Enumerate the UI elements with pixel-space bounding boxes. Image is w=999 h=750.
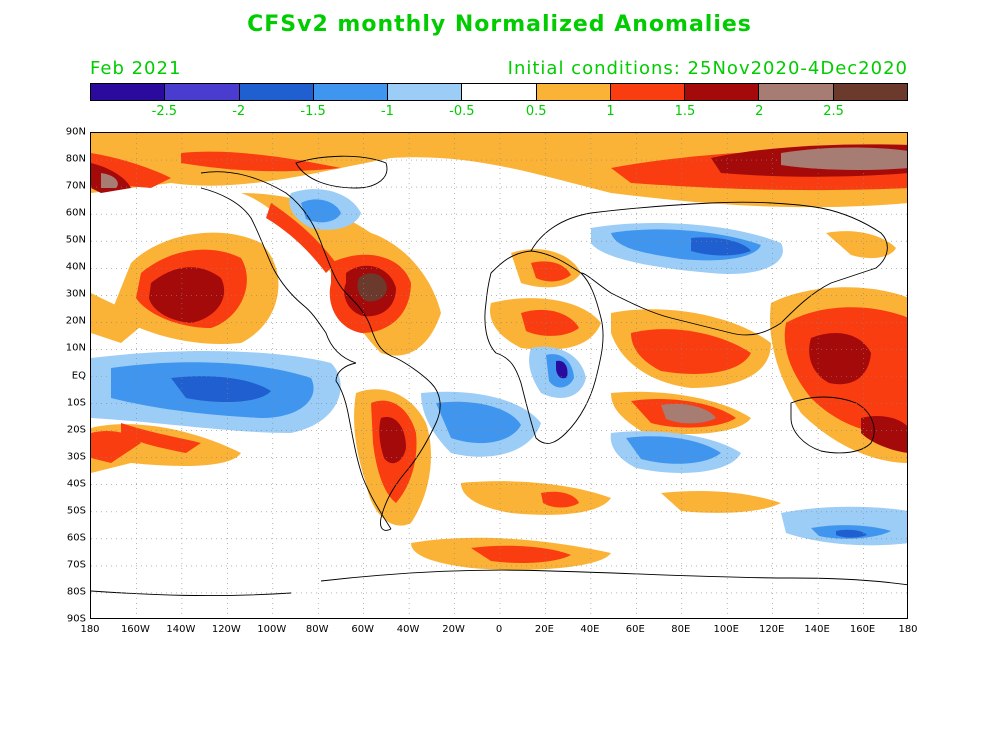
longitude-tick-label: 180 <box>80 624 100 635</box>
longitude-tick-label: 60E <box>625 624 645 635</box>
latitude-tick-label: 80N <box>65 153 86 165</box>
legend-swatch <box>165 84 240 100</box>
legend-swatch <box>462 84 537 100</box>
forecast-month-label: Feb 2021 <box>90 58 182 79</box>
latitude-tick-label: 70S <box>66 559 86 571</box>
legend-tick-label: 0.5 <box>525 104 547 119</box>
longitude-tick-label: 40E <box>580 624 600 635</box>
legend-swatch <box>610 84 686 100</box>
longitude-tick-label: 60W <box>351 624 374 635</box>
latitude-tick-label: 20N <box>65 315 86 327</box>
anomaly-map <box>90 132 908 619</box>
latitude-tick-label: 40S <box>66 478 86 490</box>
legend-swatch <box>388 84 463 100</box>
longitude-tick-label: 0 <box>495 624 503 635</box>
color-legend-bar <box>90 83 908 101</box>
latitude-tick-label: 60S <box>66 532 86 544</box>
legend-tick-label: 2.5 <box>823 104 844 119</box>
longitude-tick-label: 80E <box>671 624 691 635</box>
legend-swatch <box>239 84 314 100</box>
legend-tick-label: 1.5 <box>674 104 696 119</box>
latitude-tick-label: 50S <box>66 505 86 517</box>
latitude-tick-label: EQ <box>71 370 86 381</box>
latitude-tick-label: 40N <box>65 261 86 273</box>
latitude-tick-label: 50N <box>65 234 86 246</box>
legend-swatch <box>536 84 611 100</box>
legend-tick-label: 1 <box>606 104 615 119</box>
anomaly-field <box>91 133 907 618</box>
longitude-tick-label: 120E <box>758 624 785 635</box>
legend-swatch <box>313 84 389 100</box>
map-gridlines <box>91 133 907 618</box>
latitude-tick-label: 20S <box>66 424 86 436</box>
latitude-tick-label: 30S <box>66 451 86 463</box>
longitude-tick-label: 160W <box>120 624 150 635</box>
latitude-tick-label: 10N <box>65 342 86 354</box>
legend-tick-label: -1.5 <box>300 104 326 119</box>
longitude-tick-label: 80W <box>305 624 329 635</box>
legend-tick-label: 2 <box>755 104 764 119</box>
latitude-tick-label: 90S <box>66 613 86 625</box>
longitude-tick-label: 140W <box>166 624 196 635</box>
map-title: CFSv2 monthly Normalized Anomalies <box>247 12 752 37</box>
legend-swatch <box>91 84 166 100</box>
longitude-tick-label: 20E <box>534 624 554 635</box>
latitude-tick-label: 10S <box>66 397 86 409</box>
latitude-tick-label: 90N <box>65 126 86 138</box>
legend-swatch <box>833 84 907 100</box>
longitude-tick-label: 100W <box>257 624 287 635</box>
longitude-tick-label: 180 <box>898 624 918 635</box>
legend-swatch <box>759 84 834 100</box>
legend-tick-label: -0.5 <box>449 104 475 119</box>
legend-tick-label: -2.5 <box>151 104 178 119</box>
longitude-tick-label: 40W <box>396 624 420 635</box>
longitude-tick-label: 120W <box>211 624 241 635</box>
latitude-tick-label: 30N <box>65 288 86 300</box>
latitude-tick-label: 80S <box>66 586 86 598</box>
latitude-tick-label: 70N <box>65 180 86 192</box>
longitude-tick-label: 160E <box>849 624 876 635</box>
initial-conditions-label: Initial conditions: 25Nov2020-4Dec2020 <box>507 58 908 79</box>
longitude-tick-label: 140E <box>804 624 830 635</box>
latitude-tick-label: 60N <box>65 207 86 219</box>
longitude-tick-label: 20W <box>442 624 465 635</box>
legend-tick-label: -2 <box>232 104 246 119</box>
legend-swatch <box>685 84 760 100</box>
legend-tick-label: -1 <box>380 104 394 119</box>
longitude-tick-label: 100E <box>713 624 739 635</box>
